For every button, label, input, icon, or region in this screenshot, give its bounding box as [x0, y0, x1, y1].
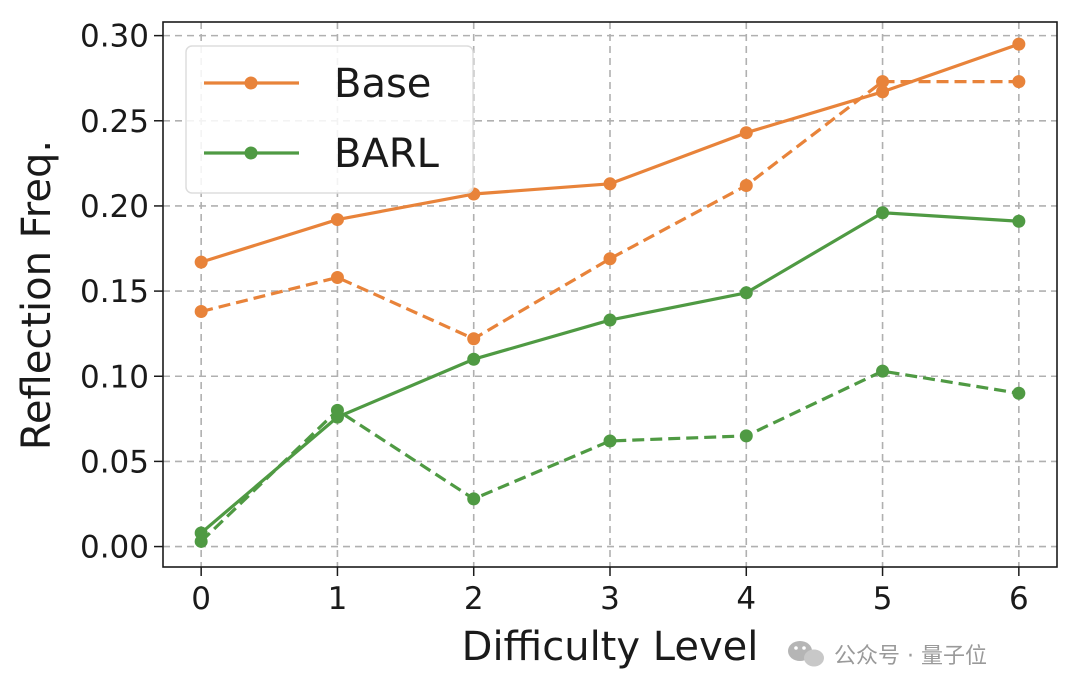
legend-swatch-marker — [244, 146, 258, 160]
plot-frame — [162, 21, 1058, 568]
y-tick-label: 0.15 — [80, 274, 149, 310]
x-tick-label: 6 — [1009, 581, 1029, 617]
x-tick-label: 0 — [191, 581, 211, 617]
x-tick-label: 1 — [328, 581, 348, 617]
x-axis-label: Difficulty Level — [462, 624, 759, 670]
y-tick-label: 0.30 — [80, 19, 149, 55]
data-point — [467, 332, 481, 346]
data-point — [603, 252, 617, 266]
legend-swatch-marker — [244, 76, 258, 90]
series-0 — [194, 37, 1026, 269]
series-2 — [194, 206, 1026, 540]
data-point — [330, 403, 344, 417]
data-point — [1012, 37, 1026, 51]
y-tick-label: 0.25 — [80, 104, 149, 140]
axes: 0 1 2 3 4 5 6 0.00 0.05 0.10 0.15 0.20 0.25 0.30 — [80, 19, 1058, 617]
data-point — [876, 85, 890, 99]
data-point — [330, 213, 344, 227]
data-point — [1012, 386, 1026, 400]
legend-label: Base — [334, 61, 431, 107]
data-point — [467, 492, 481, 506]
data-point — [876, 364, 890, 378]
data-point — [876, 75, 890, 89]
data-point — [1012, 75, 1026, 89]
data-point — [739, 126, 753, 140]
data-point — [739, 286, 753, 300]
data-point — [194, 255, 208, 269]
wechat-icon — [788, 641, 824, 667]
watermark: 公众号 · 量子位 — [788, 641, 987, 669]
data-point — [194, 534, 208, 548]
y-tick-label: 0.05 — [80, 444, 149, 480]
data-point — [194, 305, 208, 319]
y-tick-label: 0.10 — [80, 359, 149, 395]
series-layer — [194, 37, 1026, 548]
y-axis-label: Reflection Freq. — [14, 140, 60, 450]
data-point — [467, 352, 481, 366]
legend-label: BARL — [334, 131, 440, 177]
watermark-text: 公众号 · 量子位 — [834, 644, 987, 669]
data-point — [1012, 214, 1026, 228]
y-tick-label: 0.20 — [80, 189, 149, 225]
data-point — [603, 313, 617, 327]
data-point — [603, 177, 617, 191]
data-point — [603, 434, 617, 448]
series-1 — [194, 75, 1026, 346]
x-tick-label: 4 — [736, 581, 756, 617]
data-point — [739, 429, 753, 443]
x-tick-label: 2 — [464, 581, 484, 617]
legend: Base BARL — [185, 45, 474, 194]
x-tick-label: 5 — [873, 581, 893, 617]
x-tick-label: 3 — [600, 581, 620, 617]
y-tick-label: 0.00 — [80, 530, 149, 566]
series-3 — [194, 364, 1026, 548]
data-point — [330, 270, 344, 284]
data-point — [739, 179, 753, 192]
data-point — [876, 206, 890, 220]
